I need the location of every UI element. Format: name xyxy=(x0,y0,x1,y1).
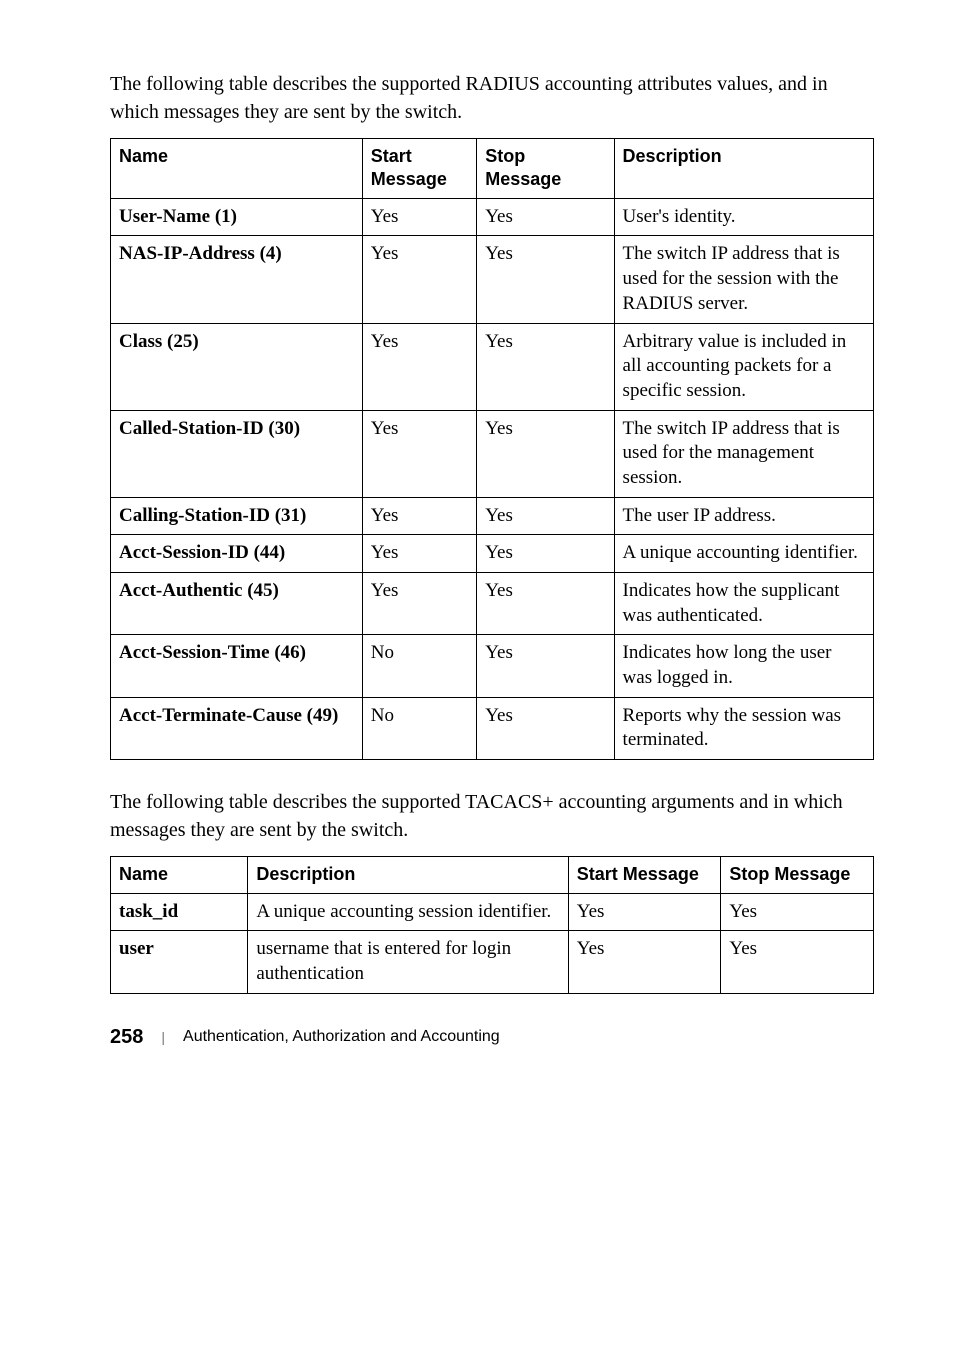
table-row: Acct-Session-ID (44)YesYesA unique accou… xyxy=(111,535,874,573)
t1-cell-stop: Yes xyxy=(477,410,614,497)
intro-paragraph-2: The following table describes the suppor… xyxy=(110,788,874,844)
t1-header-stop: Stop Message xyxy=(477,139,614,199)
t1-cell-start: Yes xyxy=(362,410,476,497)
t1-cell-stop: Yes xyxy=(477,198,614,236)
t1-cell-desc: Indicates how the supplicant was authent… xyxy=(614,573,873,635)
t2-cell-start: Yes xyxy=(568,931,721,993)
t1-cell-start: Yes xyxy=(362,236,476,323)
t2-cell-stop: Yes xyxy=(721,931,874,993)
table-row: Called-Station-ID (30)YesYesThe switch I… xyxy=(111,410,874,497)
t1-cell-stop: Yes xyxy=(477,573,614,635)
intro-paragraph-1: The following table describes the suppor… xyxy=(110,70,874,126)
table-row: task_idA unique accounting session ident… xyxy=(111,893,874,931)
t1-cell-name: Acct-Terminate-Cause (49) xyxy=(111,697,363,759)
t1-cell-name: Acct-Authentic (45) xyxy=(111,573,363,635)
t1-cell-name: Called-Station-ID (30) xyxy=(111,410,363,497)
t2-cell-start: Yes xyxy=(568,893,721,931)
t2-cell-desc: A unique accounting session identifier. xyxy=(248,893,568,931)
t1-header-start: Start Message xyxy=(362,139,476,199)
footer-section-title: Authentication, Authorization and Accoun… xyxy=(183,1028,500,1046)
t1-cell-stop: Yes xyxy=(477,535,614,573)
t1-cell-desc: A unique accounting identifier. xyxy=(614,535,873,573)
t1-cell-name: NAS-IP-Address (4) xyxy=(111,236,363,323)
t1-cell-desc: User's identity. xyxy=(614,198,873,236)
t1-cell-name: Class (25) xyxy=(111,323,363,410)
footer-divider: | xyxy=(161,1029,165,1045)
t1-cell-desc: Indicates how long the user was logged i… xyxy=(614,635,873,697)
t1-header-name: Name xyxy=(111,139,363,199)
t1-cell-start: Yes xyxy=(362,573,476,635)
t2-header-stop: Stop Message xyxy=(721,857,874,893)
t1-cell-name: User-Name (1) xyxy=(111,198,363,236)
t1-cell-name: Calling-Station-ID (31) xyxy=(111,497,363,535)
t1-cell-desc: The switch IP address that is used for t… xyxy=(614,236,873,323)
t1-cell-desc: The user IP address. xyxy=(614,497,873,535)
t2-cell-desc: username that is entered for login authe… xyxy=(248,931,568,993)
page-number: 258 xyxy=(110,1026,143,1049)
table-row: NAS-IP-Address (4)YesYesThe switch IP ad… xyxy=(111,236,874,323)
t1-cell-start: Yes xyxy=(362,535,476,573)
t1-cell-start: Yes xyxy=(362,198,476,236)
table-row: userusername that is entered for login a… xyxy=(111,931,874,993)
t1-cell-start: Yes xyxy=(362,323,476,410)
radius-attributes-table: Name Start Message Stop Message Descript… xyxy=(110,138,874,760)
t2-header-desc: Description xyxy=(248,857,568,893)
t1-cell-stop: Yes xyxy=(477,635,614,697)
t1-cell-start: No xyxy=(362,697,476,759)
t1-cell-desc: Reports why the session was terminated. xyxy=(614,697,873,759)
t2-cell-name: user xyxy=(111,931,248,993)
t2-header-name: Name xyxy=(111,857,248,893)
table-row: Class (25)YesYesArbitrary value is inclu… xyxy=(111,323,874,410)
t1-cell-stop: Yes xyxy=(477,236,614,323)
t2-cell-name: task_id xyxy=(111,893,248,931)
t1-cell-stop: Yes xyxy=(477,497,614,535)
t1-cell-start: Yes xyxy=(362,497,476,535)
t1-cell-stop: Yes xyxy=(477,323,614,410)
t1-cell-stop: Yes xyxy=(477,697,614,759)
table-row: Acct-Authentic (45)YesYesIndicates how t… xyxy=(111,573,874,635)
table-row: Calling-Station-ID (31)YesYesThe user IP… xyxy=(111,497,874,535)
t2-header-start: Start Message xyxy=(568,857,721,893)
t1-cell-desc: Arbitrary value is included in all accou… xyxy=(614,323,873,410)
page-footer: 258 | Authentication, Authorization and … xyxy=(110,1026,874,1049)
table-row: Acct-Terminate-Cause (49)NoYesReports wh… xyxy=(111,697,874,759)
t1-cell-name: Acct-Session-ID (44) xyxy=(111,535,363,573)
tacacs-arguments-table: Name Description Start Message Stop Mess… xyxy=(110,856,874,993)
t1-header-desc: Description xyxy=(614,139,873,199)
t1-cell-start: No xyxy=(362,635,476,697)
table-row: Acct-Session-Time (46)NoYesIndicates how… xyxy=(111,635,874,697)
t1-cell-desc: The switch IP address that is used for t… xyxy=(614,410,873,497)
table-row: User-Name (1)YesYesUser's identity. xyxy=(111,198,874,236)
t2-cell-stop: Yes xyxy=(721,893,874,931)
t1-cell-name: Acct-Session-Time (46) xyxy=(111,635,363,697)
